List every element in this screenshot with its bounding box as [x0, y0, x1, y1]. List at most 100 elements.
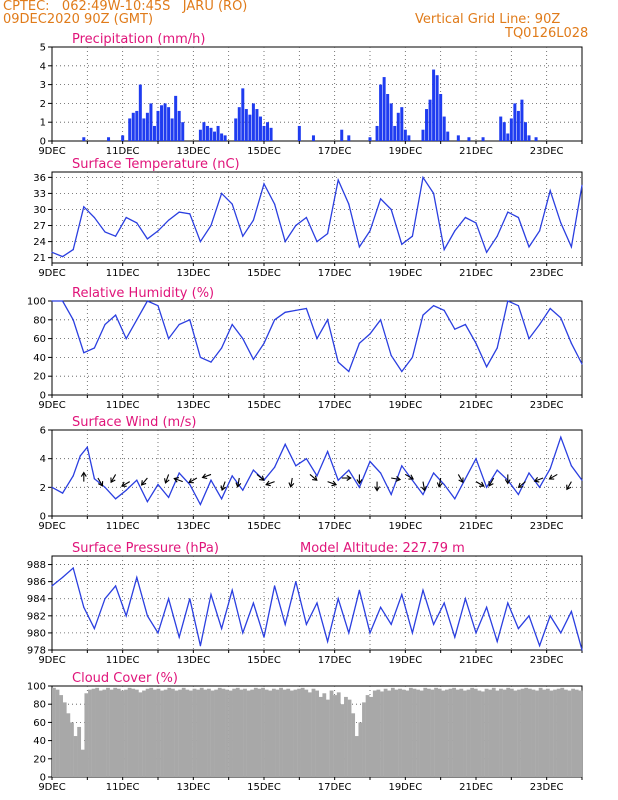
- series-point: [274, 466, 276, 468]
- series-point: [72, 567, 74, 569]
- wind-arrow-head: [356, 479, 363, 485]
- panel-title: Surface Wind (m/s): [72, 415, 196, 430]
- series-point: [295, 309, 297, 311]
- series-point: [157, 483, 159, 486]
- series-point: [93, 216, 95, 219]
- series-point: [316, 240, 318, 243]
- precip-bar: [107, 137, 111, 141]
- precip-bar: [255, 109, 259, 141]
- x-tick-label: 17DEC: [318, 268, 352, 279]
- x-tick-label: 15DEC: [247, 655, 281, 666]
- x-tick-label: 9DEC: [38, 146, 65, 157]
- series-point: [62, 492, 64, 494]
- precip-bar: [368, 137, 372, 141]
- series-point: [83, 206, 85, 208]
- precip-bar: [389, 103, 393, 141]
- series-point: [528, 472, 530, 474]
- x-tick-label: 21DEC: [459, 655, 493, 666]
- series-point: [93, 347, 95, 349]
- precip-bar: [170, 118, 174, 141]
- cloud-bar: [488, 689, 493, 777]
- series-point: [284, 311, 286, 313]
- series-point: [199, 356, 201, 358]
- cloud-bar: [495, 690, 500, 777]
- y-tick-label: 5: [40, 43, 46, 54]
- cloud-bar: [80, 749, 85, 777]
- cloud-bar: [340, 704, 345, 777]
- x-tick-label: 13DEC: [176, 146, 210, 157]
- series-point: [539, 230, 541, 232]
- series-point: [348, 632, 350, 634]
- wind-arrow-head: [121, 481, 127, 487]
- series-point: [168, 598, 170, 600]
- wind-arrow: [534, 477, 544, 482]
- panel-title: Surface Temperature (nC): [72, 157, 240, 172]
- series-point: [178, 211, 180, 213]
- precip-bar: [311, 135, 315, 141]
- cloud-bar: [214, 689, 219, 777]
- cloud-bar: [448, 688, 453, 777]
- series-point: [422, 314, 424, 316]
- wind-arrow: [202, 473, 212, 479]
- series-point: [86, 446, 88, 448]
- series-point: [390, 208, 392, 211]
- wind-arrow: [165, 474, 170, 484]
- precip-bar: [386, 94, 390, 141]
- wind-arrow-head: [140, 480, 147, 486]
- wind-arrow: [265, 481, 275, 486]
- series-point: [475, 342, 477, 344]
- cloud-bar: [109, 689, 114, 777]
- cloud-bar: [499, 688, 503, 777]
- series-point: [517, 493, 520, 496]
- wind-arrow: [256, 474, 265, 481]
- precip-bar: [167, 107, 171, 141]
- series-point: [104, 598, 106, 600]
- cloud-bar: [481, 691, 485, 777]
- wind-arrow-head: [374, 486, 381, 492]
- cloud-bar: [246, 690, 251, 777]
- series-line: [51, 435, 583, 506]
- cloud-bar: [318, 696, 323, 777]
- x-tick-label: 17DEC: [318, 146, 352, 157]
- series-point: [231, 323, 233, 326]
- series-point: [93, 628, 95, 630]
- y-tick-label: 0: [40, 391, 46, 402]
- cloud-bar: [437, 688, 442, 777]
- series-point: [496, 469, 498, 471]
- precip-bar: [131, 112, 135, 141]
- cloud-bar: [470, 687, 475, 777]
- wind-arrow-head: [458, 477, 464, 484]
- precip-bar: [202, 122, 206, 141]
- wind-arrow-head: [346, 475, 352, 481]
- x-tick-label: 19DEC: [388, 400, 422, 411]
- wind-arrow-head: [533, 477, 540, 483]
- series-point: [168, 338, 170, 340]
- x-tick-label: 11DEC: [106, 521, 140, 532]
- precip-bar: [248, 114, 252, 141]
- x-tick-label: 13DEC: [176, 655, 210, 666]
- cloud-bar: [203, 689, 208, 777]
- cloud-bar: [466, 689, 471, 777]
- precip-bar: [209, 127, 213, 141]
- series-point: [231, 475, 233, 477]
- x-tick-label: 11DEC: [106, 655, 140, 666]
- wind-arrow: [475, 481, 485, 487]
- cloud-bar: [62, 702, 67, 777]
- series-point: [358, 342, 360, 344]
- y-tick-label: 80: [33, 315, 46, 326]
- series-point: [252, 602, 254, 604]
- series-point: [570, 610, 573, 613]
- x-tick-label: 23DEC: [530, 268, 564, 279]
- series-point: [146, 300, 148, 302]
- y-tick-label: 33: [33, 189, 46, 200]
- series-point: [570, 465, 573, 467]
- y-tick-label: 40: [33, 736, 46, 747]
- cloud-bar: [326, 699, 330, 777]
- precip-bar: [428, 99, 432, 141]
- series-point: [401, 243, 403, 245]
- cloud-bar: [131, 688, 136, 777]
- x-tick-label: 21DEC: [459, 400, 493, 411]
- series-point: [125, 615, 127, 617]
- wind-arrow: [391, 477, 401, 481]
